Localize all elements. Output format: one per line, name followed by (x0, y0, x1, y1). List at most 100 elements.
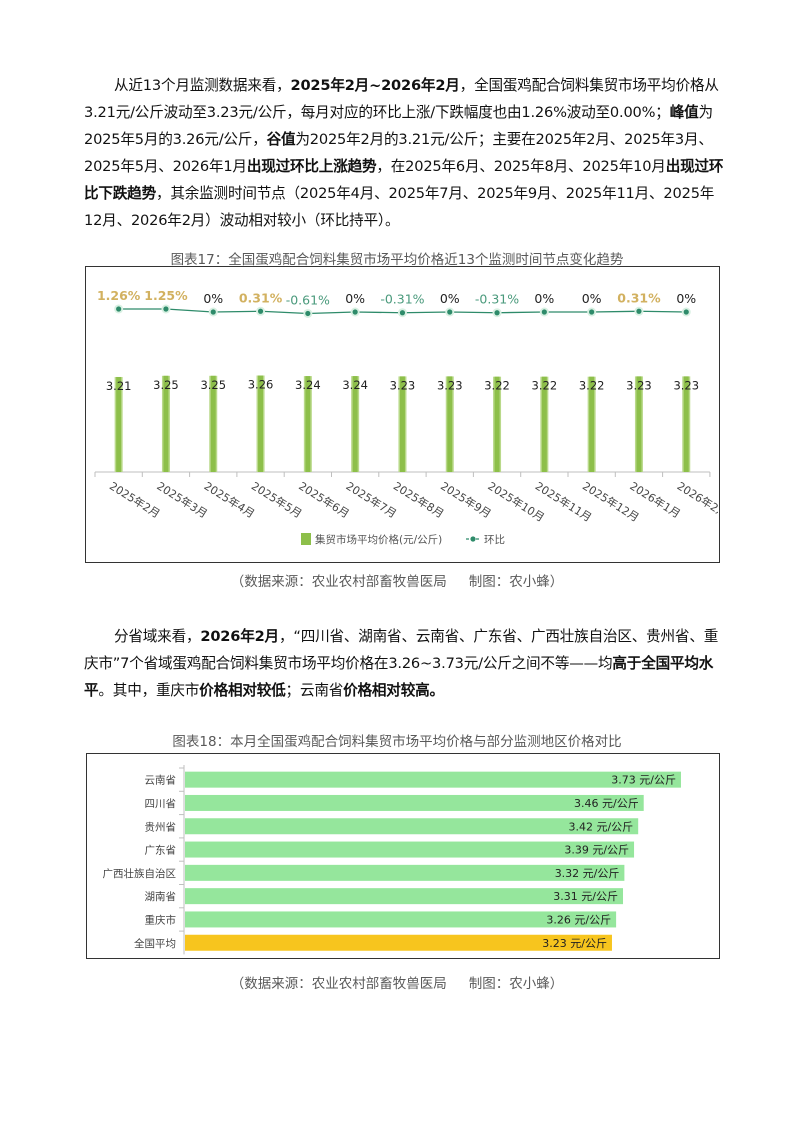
x-tick-label: 2026年2月 (675, 479, 718, 521)
bar-value-label: 3.31 元/公斤 (553, 890, 618, 903)
category-label: 重庆市 (145, 913, 177, 926)
legend-bar-swatch (301, 533, 311, 545)
price-bar (210, 375, 216, 472)
bar-value-label: 3.39 元/公斤 (564, 844, 629, 857)
bold-text: 价格相对较低 (199, 682, 286, 699)
bar-value-label: 3.24 (342, 378, 368, 392)
mom-point (636, 308, 642, 314)
text: 分省域来看， (114, 628, 201, 645)
legend-line-dot (470, 536, 476, 542)
category-label: 全国平均 (134, 937, 176, 950)
chart17-title: 图表17：全国蛋鸡配合饲料集贸市场平均价格近13个监测时间节点变化趋势 (170, 252, 624, 268)
bold-text: 价格相对较高。 (343, 682, 444, 699)
price-bar (494, 376, 500, 472)
category-label: 湖南省 (145, 890, 177, 903)
mom-point (305, 310, 311, 317)
text: 。其中，重庆市 (98, 682, 200, 699)
bar-value-label: 3.22 (484, 379, 510, 393)
price-bar (683, 376, 689, 472)
text: ，其余监测时间节点（2025年4月、2025年7月、2025年9月、2025年1… (84, 185, 715, 229)
price-bar (116, 376, 122, 472)
province-bar (185, 841, 635, 858)
text: 为2025年5月的3.26元/公斤， (84, 104, 713, 148)
price-bar (541, 376, 547, 472)
mom-label: 0% (582, 291, 602, 306)
made-by: 制图：农小蜂） (468, 976, 564, 992)
mom-point (116, 306, 122, 312)
bar-value-label: 3.42 元/公斤 (568, 820, 633, 833)
bold-text: 出现过环比上涨趋势 (246, 158, 377, 175)
mom-label: 0.31% (239, 290, 283, 305)
chart17-svg: 3.21 2025年2月 1.26% 3.25 2025年3月 1.25% 3.25 2025… (94, 288, 718, 546)
x-tick-label: 2025年6月 (296, 479, 352, 521)
chart18-frame: 云南省 3.73 元/公斤 四川省 3.46 元/公斤 贵州省 3.42 元/公斤 广东省 3… (86, 753, 720, 959)
mom-label: 1.26% (97, 288, 141, 303)
text: 为2025年2月的3.21元/公斤；主要在2025年2月、2025年3月、202… (84, 131, 713, 175)
bar-value-label: 3.24 (295, 378, 321, 392)
province-bar (185, 794, 644, 811)
mom-point (352, 309, 358, 315)
bar-value-label: 3.73 元/公斤 (611, 774, 676, 787)
province-bar (185, 888, 624, 905)
chart18-source: （数据来源：农业农村部畜牧兽医局 制图：农小蜂） (0, 972, 794, 992)
mom-label: 0.31% (617, 290, 661, 305)
paragraph-province: 分省域来看，2026年2月，“四川省、湖南省、云南省、广东省、广西壮族自治区、贵… (84, 623, 724, 704)
price-bar (258, 375, 264, 472)
mom-label: -0.31% (475, 292, 519, 307)
bar-value-label: 3.22 (532, 379, 558, 393)
bar-value-label: 3.23 (626, 378, 652, 392)
text: 从近13个月监测数据来看， (114, 77, 291, 94)
bold-text: 2026年2月 (200, 628, 279, 645)
price-bar (636, 376, 642, 472)
mom-label: 0% (203, 291, 223, 306)
mom-point (494, 310, 500, 316)
price-bar (163, 375, 169, 472)
bold-text: 出现过环比下跌趋势 (84, 158, 724, 202)
chart17-frame: 3.21 2025年2月 1.26% 3.25 2025年3月 1.25% 3.25 2025… (85, 266, 720, 563)
paragraph-price-trend: 从近13个月监测数据来看，2025年2月~2026年2月，全国蛋鸡配合饲料集贸市… (84, 72, 724, 234)
bold-text: 2025年2月~2026年2月 (290, 77, 460, 94)
mom-label: -0.31% (380, 292, 424, 307)
mom-label: 0% (676, 291, 696, 306)
national-bar (185, 934, 612, 951)
mom-label: 0% (534, 291, 554, 306)
bar-value-label: 3.25 (153, 378, 179, 392)
price-bar (352, 376, 358, 472)
x-tick-label: 2025年9月 (438, 479, 494, 521)
bar-value-label: 3.32 元/公斤 (555, 867, 620, 880)
province-bar (185, 911, 617, 928)
bar-value-label: 3.23 (437, 378, 463, 392)
province-bar (185, 864, 625, 881)
x-tick-label: 2025年8月 (391, 479, 447, 521)
x-tick-label: 2025年5月 (249, 479, 305, 521)
mom-point (589, 309, 595, 315)
bar-value-label: 3.22 (579, 379, 605, 393)
x-tick-label: 2025年2月 (107, 479, 163, 521)
data-source: （数据来源：农业农村部畜牧兽医局 (230, 976, 447, 992)
bar-value-label: 3.23 (673, 378, 699, 392)
made-by: 制图：农小蜂） (468, 574, 564, 590)
price-bar (399, 376, 405, 472)
price-bar (447, 376, 453, 472)
text: ，全国蛋鸡配合饲料集贸市场平均价格从3.21元/公斤波动至3.23元/公斤，每月… (84, 77, 719, 121)
category-label: 广东省 (145, 844, 177, 857)
bar-value-label: 3.26 元/公斤 (546, 913, 611, 926)
bold-text: 峰值 (669, 104, 699, 121)
bold-text: 高于全国平均水平 (84, 655, 714, 699)
mom-point (210, 309, 216, 315)
text: ；云南省 (285, 682, 344, 699)
legend-bar-label: 集贸市场平均价格(元/公斤) (315, 533, 442, 546)
mom-label: -0.61% (286, 292, 330, 307)
legend-line-label: 环比 (484, 533, 505, 546)
mom-point (541, 309, 547, 315)
data-source: （数据来源：农业农村部畜牧兽医局 (230, 574, 447, 590)
bar-value-label: 3.23 元/公斤 (542, 937, 607, 950)
chart18-title: 图表18：本月全国蛋鸡配合饲料集贸市场平均价格与部分监测地区价格对比 (172, 734, 622, 750)
bar-value-label: 3.46 元/公斤 (574, 797, 639, 810)
mom-point (257, 308, 264, 314)
mom-label: 0% (345, 291, 365, 306)
bar-value-label: 3.21 (106, 379, 132, 393)
text: ，在2025年6月、2025年8月、2025年10月 (376, 158, 666, 175)
bar-value-label: 3.25 (200, 378, 226, 392)
